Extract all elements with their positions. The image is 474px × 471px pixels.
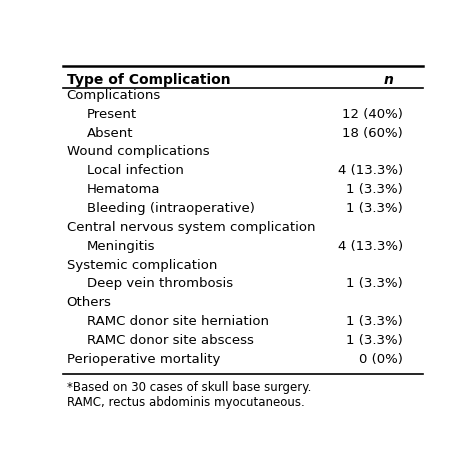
Text: Central nervous system complication: Central nervous system complication xyxy=(66,221,315,234)
Text: Present: Present xyxy=(87,108,137,121)
Text: n: n xyxy=(383,73,393,87)
Text: Perioperative mortality: Perioperative mortality xyxy=(66,353,220,366)
Text: Wound complications: Wound complications xyxy=(66,146,209,158)
Text: 12 (40%): 12 (40%) xyxy=(342,108,403,121)
Text: 1 (3.3%): 1 (3.3%) xyxy=(346,315,403,328)
Text: Complications: Complications xyxy=(66,89,161,102)
Text: 18 (60%): 18 (60%) xyxy=(342,127,403,139)
Text: 1 (3.3%): 1 (3.3%) xyxy=(346,277,403,291)
Text: 1 (3.3%): 1 (3.3%) xyxy=(346,183,403,196)
Text: Others: Others xyxy=(66,296,111,309)
Text: RAMC, rectus abdominis myocutaneous.: RAMC, rectus abdominis myocutaneous. xyxy=(66,396,304,409)
Text: Local infection: Local infection xyxy=(87,164,184,177)
Text: RAMC donor site herniation: RAMC donor site herniation xyxy=(87,315,269,328)
Text: *Based on 30 cases of skull base surgery.: *Based on 30 cases of skull base surgery… xyxy=(66,381,311,394)
Text: 1 (3.3%): 1 (3.3%) xyxy=(346,334,403,347)
Text: RAMC donor site abscess: RAMC donor site abscess xyxy=(87,334,254,347)
Text: Systemic complication: Systemic complication xyxy=(66,259,217,272)
Text: Absent: Absent xyxy=(87,127,133,139)
Text: 1 (3.3%): 1 (3.3%) xyxy=(346,202,403,215)
Text: 4 (13.3%): 4 (13.3%) xyxy=(337,164,403,177)
Text: 0 (0%): 0 (0%) xyxy=(359,353,403,366)
Text: Type of Complication: Type of Complication xyxy=(66,73,230,87)
Text: 4 (13.3%): 4 (13.3%) xyxy=(337,240,403,253)
Text: Hematoma: Hematoma xyxy=(87,183,160,196)
Text: Meningitis: Meningitis xyxy=(87,240,155,253)
Text: Deep vein thrombosis: Deep vein thrombosis xyxy=(87,277,233,291)
Text: Bleeding (intraoperative): Bleeding (intraoperative) xyxy=(87,202,255,215)
